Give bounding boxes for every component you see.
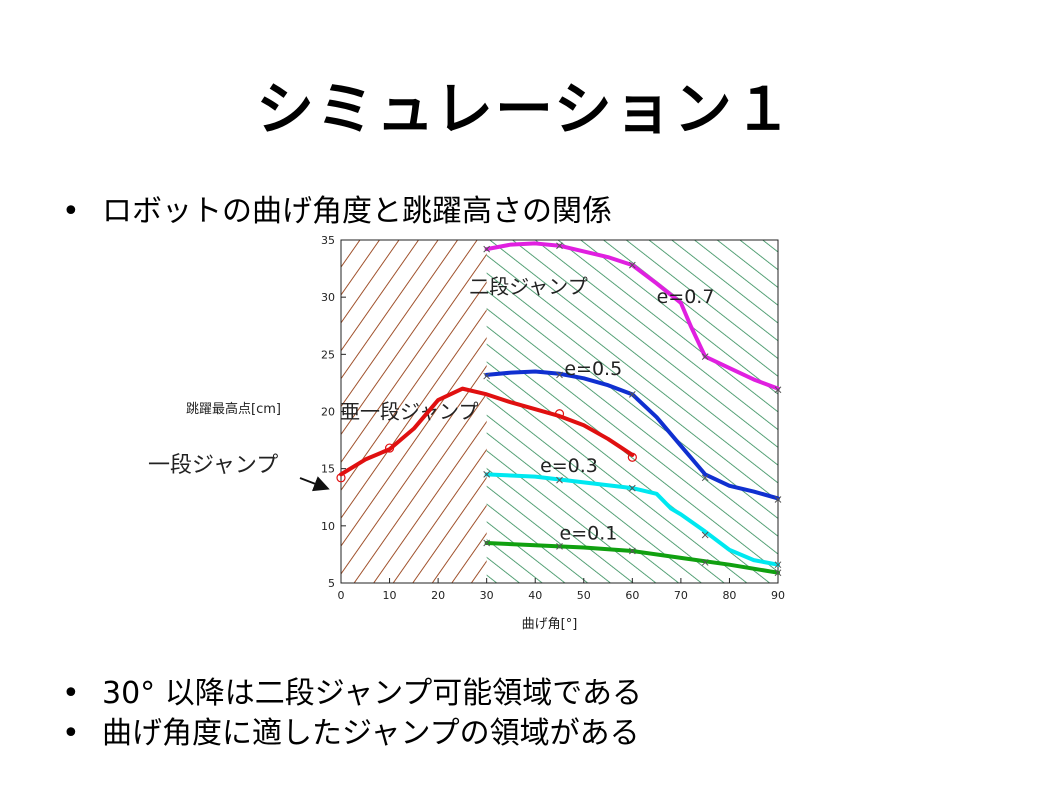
x-tick-label: 0 bbox=[338, 589, 345, 602]
region-label-double-jump: 二段ジャンプ bbox=[469, 275, 587, 299]
data-point bbox=[554, 409, 565, 419]
x-tick-label: 80 bbox=[722, 589, 736, 602]
data-point bbox=[774, 561, 782, 569]
y-tick-label: 10 bbox=[321, 520, 335, 533]
y-tick-label: 15 bbox=[321, 463, 335, 476]
x-axis-label: 曲げ角[°] bbox=[522, 617, 578, 632]
data-point bbox=[384, 443, 395, 453]
data-point bbox=[628, 547, 636, 555]
bullet-item: • 曲げ角度に適したジャンプの領域がある bbox=[62, 708, 640, 752]
y-tick-label: 30 bbox=[321, 291, 335, 304]
bullet-marker: • bbox=[62, 676, 80, 711]
x-tick-label: 60 bbox=[625, 589, 639, 602]
data-point bbox=[483, 245, 491, 253]
data-point bbox=[556, 371, 563, 379]
data-point bbox=[556, 543, 563, 550]
bullet-marker: • bbox=[62, 716, 80, 751]
data-point bbox=[483, 372, 491, 380]
x-tick-label: 20 bbox=[431, 589, 445, 602]
region-label-sub-single-jump: 亜一段ジャンプ bbox=[340, 399, 478, 423]
series-line bbox=[484, 472, 780, 567]
y-tick-label: 25 bbox=[321, 348, 335, 361]
data-point bbox=[628, 390, 636, 398]
x-tick-label: 90 bbox=[771, 589, 785, 602]
bullet-text: 曲げ角度に適したジャンプの領域がある bbox=[102, 716, 640, 751]
series-line bbox=[339, 386, 635, 477]
data-point bbox=[701, 559, 709, 566]
y-tick-label: 35 bbox=[321, 234, 335, 247]
series-line bbox=[484, 241, 780, 391]
x-tick-label: 30 bbox=[480, 589, 494, 602]
data-point bbox=[701, 474, 709, 482]
y-axis-label: 跳躍最高点[cm] bbox=[186, 401, 281, 417]
y-tick-label: 20 bbox=[321, 406, 335, 419]
data-point bbox=[483, 471, 491, 478]
data-point bbox=[701, 353, 709, 360]
region-brown-hatch bbox=[341, 240, 487, 583]
external-label-single-jump: 一段ジャンプ bbox=[148, 453, 278, 478]
y-tick-label: 5 bbox=[328, 577, 335, 590]
arrow bbox=[299, 476, 330, 492]
region-green-hatch bbox=[486, 240, 778, 583]
data-point bbox=[483, 539, 491, 547]
series-label: e=0.1 bbox=[560, 523, 618, 545]
bullet-text: ロボットの曲げ角度と跳躍高さの関係 bbox=[102, 194, 612, 229]
x-tick-label: 10 bbox=[383, 589, 397, 602]
data-point bbox=[774, 496, 782, 503]
x-tick-label: 70 bbox=[674, 589, 688, 602]
data-point bbox=[628, 261, 636, 269]
data-point bbox=[556, 242, 563, 250]
bullet-item: • 30° 以降は二段ジャンプ可能領域である bbox=[62, 668, 642, 712]
x-tick-label: 40 bbox=[528, 589, 542, 602]
data-point bbox=[774, 386, 782, 394]
bullet-marker: • bbox=[62, 194, 80, 229]
x-tick-label: 50 bbox=[577, 589, 591, 602]
series-label: e=0.7 bbox=[657, 286, 715, 308]
data-point bbox=[336, 473, 346, 483]
series-label: e=0.3 bbox=[540, 455, 598, 477]
bullet-text: 30° 以降は二段ジャンプ可能領域である bbox=[102, 676, 643, 711]
slide-title: シミュレーション１ bbox=[256, 75, 794, 143]
data-point bbox=[627, 452, 637, 462]
bullet-item: • ロボットの曲げ角度と跳躍高さの関係 bbox=[62, 186, 612, 230]
data-point bbox=[701, 531, 709, 539]
data-point bbox=[556, 476, 563, 484]
data-point bbox=[628, 484, 636, 492]
data-point bbox=[774, 569, 782, 577]
series-label: e=0.5 bbox=[564, 358, 622, 380]
